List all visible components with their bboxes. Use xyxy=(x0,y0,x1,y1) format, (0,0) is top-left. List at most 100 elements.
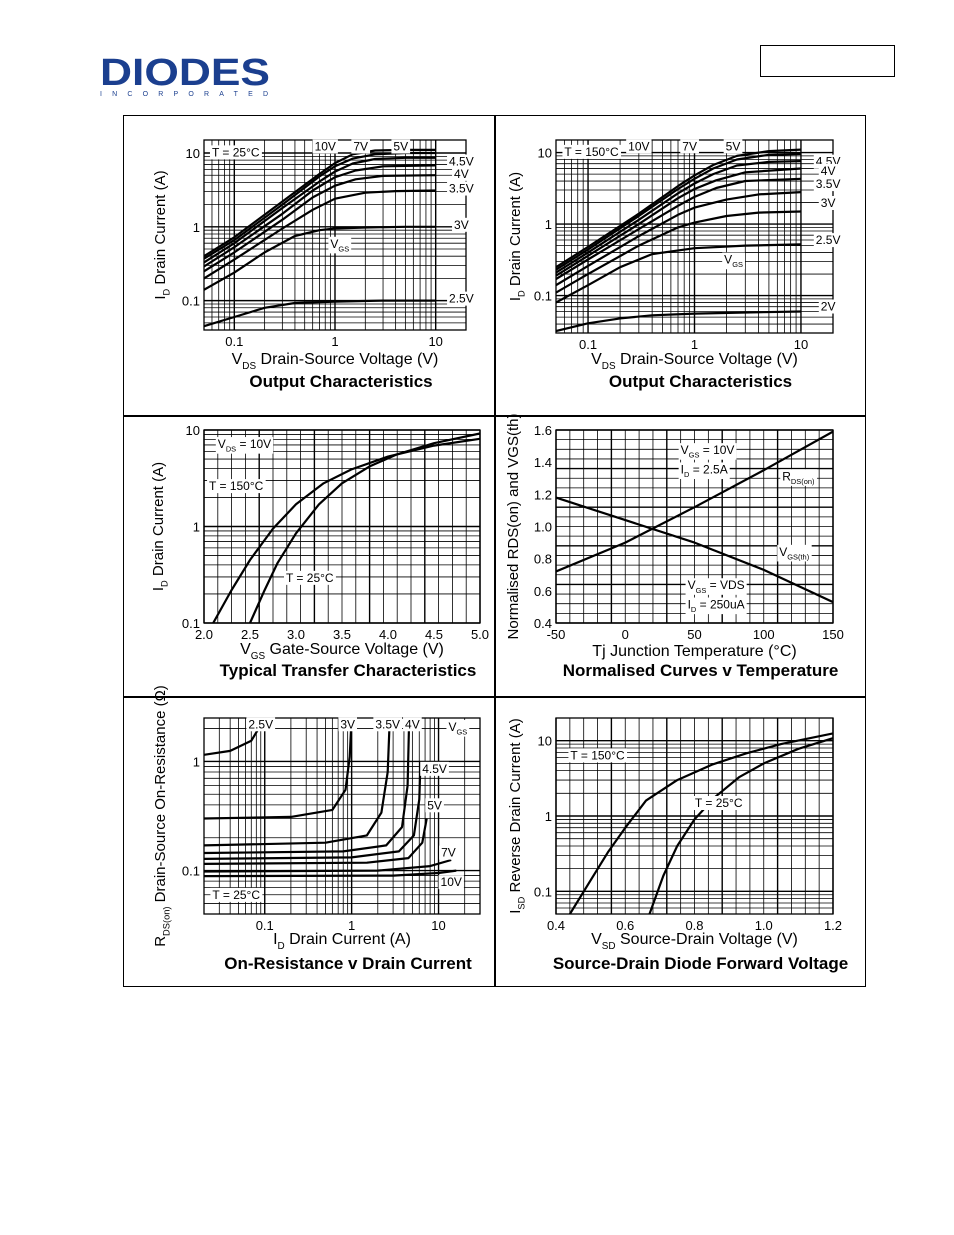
x-tick-label: 2.5 xyxy=(241,627,259,642)
series-label: 2V xyxy=(821,300,836,314)
series-lines xyxy=(556,148,802,333)
series-label: 2.5V xyxy=(248,717,273,731)
series-label: 2.5V xyxy=(816,233,841,247)
series-label-bg xyxy=(351,139,371,154)
x-axis-label: Tj Junction Temperature (°C) xyxy=(592,643,796,660)
y-tick-label: 0.1 xyxy=(534,289,552,304)
series-label-bg xyxy=(818,195,838,210)
header-box xyxy=(760,45,895,77)
series-label: 3V xyxy=(821,196,836,210)
annotation-bg xyxy=(685,597,747,615)
y-tick-label: 0.1 xyxy=(534,884,552,899)
chart-title: Normalised Curves v Temperature xyxy=(563,661,839,680)
series-label-bg xyxy=(403,717,422,732)
x-tick-label: 10 xyxy=(431,918,445,933)
x-tick-label: 0.1 xyxy=(256,918,274,933)
y-tick-label: 1.4 xyxy=(534,455,552,470)
series-label: 3.5V xyxy=(816,177,841,191)
annotation-label: ID = 2.5A xyxy=(681,462,728,479)
series-line xyxy=(556,243,802,304)
plot-frame xyxy=(555,717,834,915)
series-label-bg xyxy=(447,154,476,169)
x-tick-label: 10 xyxy=(428,334,442,349)
series-label-bg xyxy=(723,139,743,154)
y-tick-label: 0.8 xyxy=(534,552,552,567)
series-label: 4.5V xyxy=(449,155,474,169)
plot-frame xyxy=(203,429,481,624)
x-tick-label: 1 xyxy=(691,337,698,352)
series-line xyxy=(556,148,802,269)
series-label: 3.5V xyxy=(375,717,400,731)
series-label: T = 25°C xyxy=(286,571,334,585)
series-line xyxy=(204,225,436,291)
annotation-label: VGS xyxy=(448,720,467,737)
x-axis-label: VGS Gate-Source Voltage (V) xyxy=(240,641,444,662)
series-line xyxy=(204,718,353,820)
y-axis-label: ID Drain Current (A) xyxy=(150,462,170,591)
series-label-bg xyxy=(447,291,476,306)
x-axis-label: VDS Drain-Source Voltage (V) xyxy=(232,351,439,372)
annotation-label: VGS = 10V xyxy=(681,443,735,460)
series-label-bg xyxy=(818,299,838,314)
x-tick-label: 0.8 xyxy=(685,918,703,933)
chart-title: On-Resistance v Drain Current xyxy=(224,954,472,973)
series-label-bg xyxy=(777,544,812,562)
series-label-bg xyxy=(283,570,336,585)
y-tick-label: 1 xyxy=(193,220,200,235)
x-tick-label: 4.0 xyxy=(379,627,397,642)
series-label-bg xyxy=(626,139,652,154)
series-line xyxy=(204,761,422,860)
chart-transfer: 2.0 2.5 3.0 3.5 4.0 4.5 5.0 0.1 1 10 T = 150°C T = … xyxy=(150,423,489,680)
x-axis-label: VDS Drain-Source Voltage (V) xyxy=(591,351,798,372)
series-label-bg xyxy=(813,177,843,192)
series-line xyxy=(556,210,802,294)
series-label-bg xyxy=(692,795,745,810)
series-label-bg xyxy=(420,761,449,776)
series-label-bg xyxy=(373,717,403,732)
series-label: 3V xyxy=(454,218,469,232)
series-label-bg xyxy=(338,717,358,732)
annotation-bg xyxy=(562,144,622,159)
y-axis-label: ID Drain Current (A) xyxy=(507,172,527,301)
series-lines xyxy=(212,432,480,623)
grid-divider-row1 xyxy=(123,415,866,417)
series-line xyxy=(556,310,802,333)
series-line xyxy=(204,299,436,328)
chart-title: Output Characteristics xyxy=(609,372,792,391)
y-tick-label: 10 xyxy=(186,146,200,161)
x-tick-label: 0.1 xyxy=(579,337,597,352)
annotation-bg xyxy=(210,887,263,902)
series-label: 3V xyxy=(340,717,355,731)
series-line xyxy=(204,858,452,873)
y-tick-label: 1.0 xyxy=(534,520,552,535)
annotation-bg xyxy=(678,462,730,480)
diodes-logo: DIODES INCORPORATED xyxy=(100,52,270,98)
series-label-bg xyxy=(207,479,266,494)
annotation-label: VGS xyxy=(330,237,349,254)
series-label: 4.5V xyxy=(422,762,447,776)
series-label-bg xyxy=(391,139,411,154)
series-label: 10V xyxy=(315,140,336,154)
series-label: 4V xyxy=(454,167,469,181)
annotation-bg xyxy=(678,443,737,460)
series-line xyxy=(556,167,802,277)
annotation-bg xyxy=(446,720,470,737)
y-tick-label: 10 xyxy=(538,734,552,749)
y-tick-label: 0.1 xyxy=(182,864,200,879)
x-tick-label: 5.0 xyxy=(471,627,489,642)
annotation-bg xyxy=(328,236,352,254)
annotation-label: T = 25°C xyxy=(212,145,260,159)
series-label-bg xyxy=(452,166,471,181)
x-tick-label: 3.0 xyxy=(287,627,305,642)
series-label: 4V xyxy=(405,717,420,731)
gridlines xyxy=(203,429,481,624)
x-tick-label: 2.0 xyxy=(195,627,213,642)
plot-frame xyxy=(555,429,834,624)
gridlines xyxy=(555,140,834,334)
series-label-bg xyxy=(818,163,838,178)
grid-divider-row2 xyxy=(123,696,866,698)
series-label: T = 150°C xyxy=(570,748,625,762)
series-label-bg xyxy=(780,469,818,486)
